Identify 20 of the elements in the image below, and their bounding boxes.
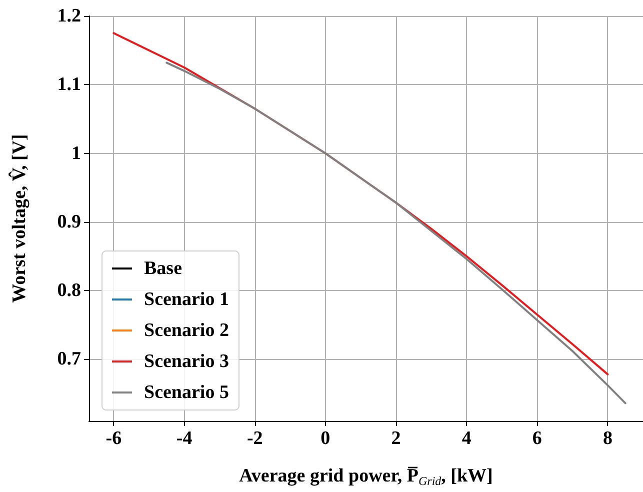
x-tick-label: -6 [106,428,122,449]
legend-label: Scenario 3 [144,351,229,372]
y-tick-label: 0.9 [57,211,81,232]
x-tick-label: 2 [391,428,401,449]
y-tick-label: 1 [72,142,81,164]
y-tick-label: 1.1 [57,74,81,96]
x-tick-label: -4 [176,428,193,449]
y-tick-label: 0.7 [57,348,82,370]
x-tick-label: -2 [246,428,263,449]
x-tick-label: 6 [532,428,542,449]
legend-label: Base [144,258,182,279]
legend-label: Scenario 1 [144,289,229,310]
x-tick-label: 4 [462,428,472,449]
y-tick-label: 0.8 [57,280,81,302]
y-tick-label: 1.2 [57,6,81,26]
x-tick-label: 0 [320,428,330,449]
legend-label: Scenario 2 [144,320,229,341]
x-tick-label: 8 [602,428,612,449]
y-axis-title: Worst voltage, V̂, [V] [8,134,30,303]
legend-label: Scenario 5 [144,382,229,403]
